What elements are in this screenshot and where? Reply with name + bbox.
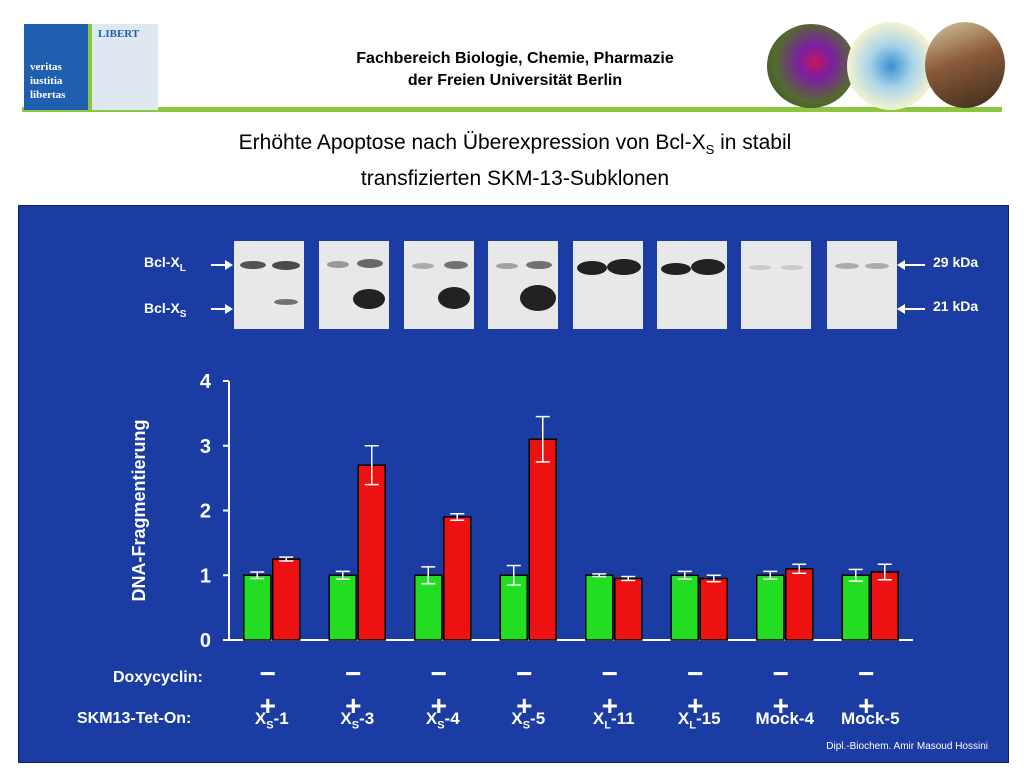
doxycyclin-sign: − + [430,658,455,721]
blot-strip [488,241,558,329]
title-line-1: Erhöhte Apoptose nach Überexpression von… [238,131,792,158]
bar-minus-dox [414,574,443,641]
bar-plus-dox [272,558,301,641]
clone-label: XS-1 [254,709,289,732]
y-tick-label: 2 [200,501,211,523]
blot-strip [827,241,897,329]
molecule-photo [847,22,935,110]
bar-minus-dox [328,574,357,641]
logo-motto: veritas iustitia libertas [30,60,65,102]
clone-label: XL-11 [592,709,635,732]
y-tick-label: 1 [200,565,211,587]
clone-row-label: SKM13-Tet-On: [77,710,192,727]
results-panel: Bcl-XL Bcl-XS 29 kDa 21 kDa 0 1 2 3 4 DNA-Fra… [18,205,1009,763]
blot-strip [319,241,389,329]
bar-minus-dox [585,574,614,641]
logo-seal: LIBERT [88,24,158,110]
blot-strip [234,241,304,329]
bar-plus-dox [699,577,728,641]
bar-plus-dox [614,577,643,641]
clone-label: XL-15 [677,709,721,732]
kda-21-arrow [897,304,925,314]
bar-plus-dox [443,516,472,641]
kda-29-arrow [897,260,925,270]
blot-strip [404,241,474,329]
clone-label: Mock-4 [755,709,815,728]
bcl-xs-label: Bcl-XS [144,300,187,320]
bar-plus-dox [785,568,814,641]
bcl-xl-arrow [211,260,233,270]
author-credit: Dipl.-Biochem. Amir Masoud Hossini [826,741,988,752]
bar-minus-dox [243,574,272,641]
doxycyclin-sign: − + [516,658,541,721]
clone-label: XS-3 [340,709,375,732]
institution-line: Fachbereich Biologie, Chemie, Pharmazie [356,50,674,67]
logo-banner-text: LIBERT [98,28,140,40]
blot-strip [657,241,727,329]
fu-berlin-logo: veritas iustitia libertas LIBERT [24,24,158,110]
clone-label: XS-5 [511,709,546,732]
title-line-2: transfizierten SKM-13-Subklonen [360,167,670,191]
doxycyclin-sign: − + [259,658,284,721]
kda-21-label: 21 kDa [933,298,979,314]
bar-minus-dox [756,574,785,641]
doxycyclin-label: Doxycyclin: [113,669,203,686]
kda-29-label: 29 kDa [933,254,979,270]
clone-label: Mock-5 [840,709,900,728]
dna-fragmentation-chart: 0 1 2 3 4 DNA-Fragmentierung [129,371,913,652]
header-photos [765,20,1005,110]
doxycyclin-sign: − + [345,658,370,721]
y-tick-label: 4 [200,371,212,393]
bar-minus-dox [841,574,870,641]
blot-strip [741,241,811,329]
institution-name: Fachbereich Biologie, Chemie, Pharmazie … [250,48,780,92]
header-divider [22,107,1002,112]
logo-motto-line: libertas [30,89,66,101]
flower-photo [767,24,855,108]
y-tick-label: 0 [200,630,211,652]
y-tick-label: 3 [200,436,211,458]
blot-strip [573,241,643,329]
bar-plus-dox [528,438,557,641]
logo-motto-line: veritas [30,61,62,73]
doxycyclin-sign: − + [601,658,626,721]
bar-plus-dox [357,464,386,641]
bar-minus-dox [499,574,528,641]
logo-motto-line: iustitia [30,75,63,87]
doxycyclin-sign: − + [858,658,883,721]
pharmacy-photo [925,22,1005,108]
bcl-xl-label: Bcl-XL [144,254,186,274]
doxycyclin-sign: − + [772,658,797,721]
clone-label: XS-4 [425,709,460,732]
bar-minus-dox [670,574,699,641]
institution-line: der Freien Universität Berlin [407,72,623,89]
bcl-xs-arrow [211,304,233,314]
bar-plus-dox [870,571,899,641]
y-axis-label: DNA-Fragmentierung [129,419,149,601]
slide-title: Erhöhte Apoptose nach Überexpression von… [100,128,930,193]
doxycyclin-sign: − + [687,658,712,721]
